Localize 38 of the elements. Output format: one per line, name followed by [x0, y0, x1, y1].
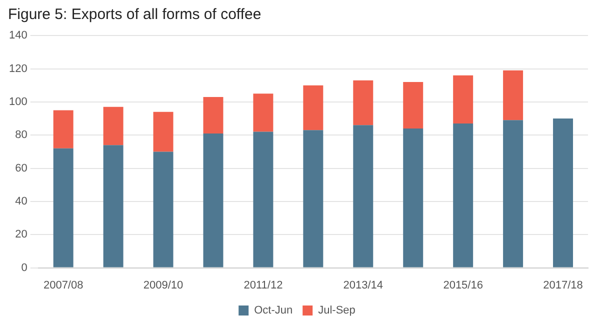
- y-tick-label: 0: [21, 262, 28, 274]
- bar: [403, 128, 424, 268]
- x-tick-label: 2007/08: [43, 279, 84, 292]
- bar: [503, 120, 524, 268]
- x-tick-label: 2015/16: [443, 279, 483, 292]
- bar: [503, 70, 524, 120]
- bar: [303, 130, 324, 268]
- bar: [153, 112, 174, 152]
- y-tick-label: 60: [15, 162, 28, 174]
- x-tick-label: 2017/18: [543, 279, 583, 292]
- bar: [103, 145, 124, 268]
- legend-label: Oct-Jun: [254, 304, 293, 317]
- bar: [203, 133, 224, 268]
- x-tick-label: 2009/10: [143, 279, 184, 292]
- bar: [153, 152, 174, 268]
- legend-label: Jul-Sep: [318, 304, 356, 317]
- y-tick-label: 100: [8, 96, 28, 108]
- bar: [453, 75, 474, 124]
- y-tick-label: 140: [8, 30, 28, 42]
- bar: [403, 82, 424, 128]
- bar: [253, 132, 274, 268]
- bar: [253, 94, 274, 132]
- bar: [203, 96, 224, 134]
- bar: [53, 148, 74, 268]
- chart-title: Figure 5: Exports of all forms of coffee: [8, 6, 262, 23]
- bar: [53, 110, 74, 148]
- bar: [453, 124, 474, 268]
- bar: [103, 106, 124, 146]
- bar: [353, 125, 374, 268]
- bar: [303, 85, 324, 130]
- y-tick-label: 120: [8, 62, 28, 75]
- y-tick-label: 40: [15, 195, 28, 208]
- bar: [353, 80, 374, 126]
- bar: [553, 118, 574, 268]
- x-tick-label: 2013/14: [343, 279, 384, 292]
- y-tick-label: 20: [15, 228, 28, 241]
- x-tick-label: 2011/12: [244, 279, 283, 292]
- y-tick-label: 80: [15, 129, 28, 142]
